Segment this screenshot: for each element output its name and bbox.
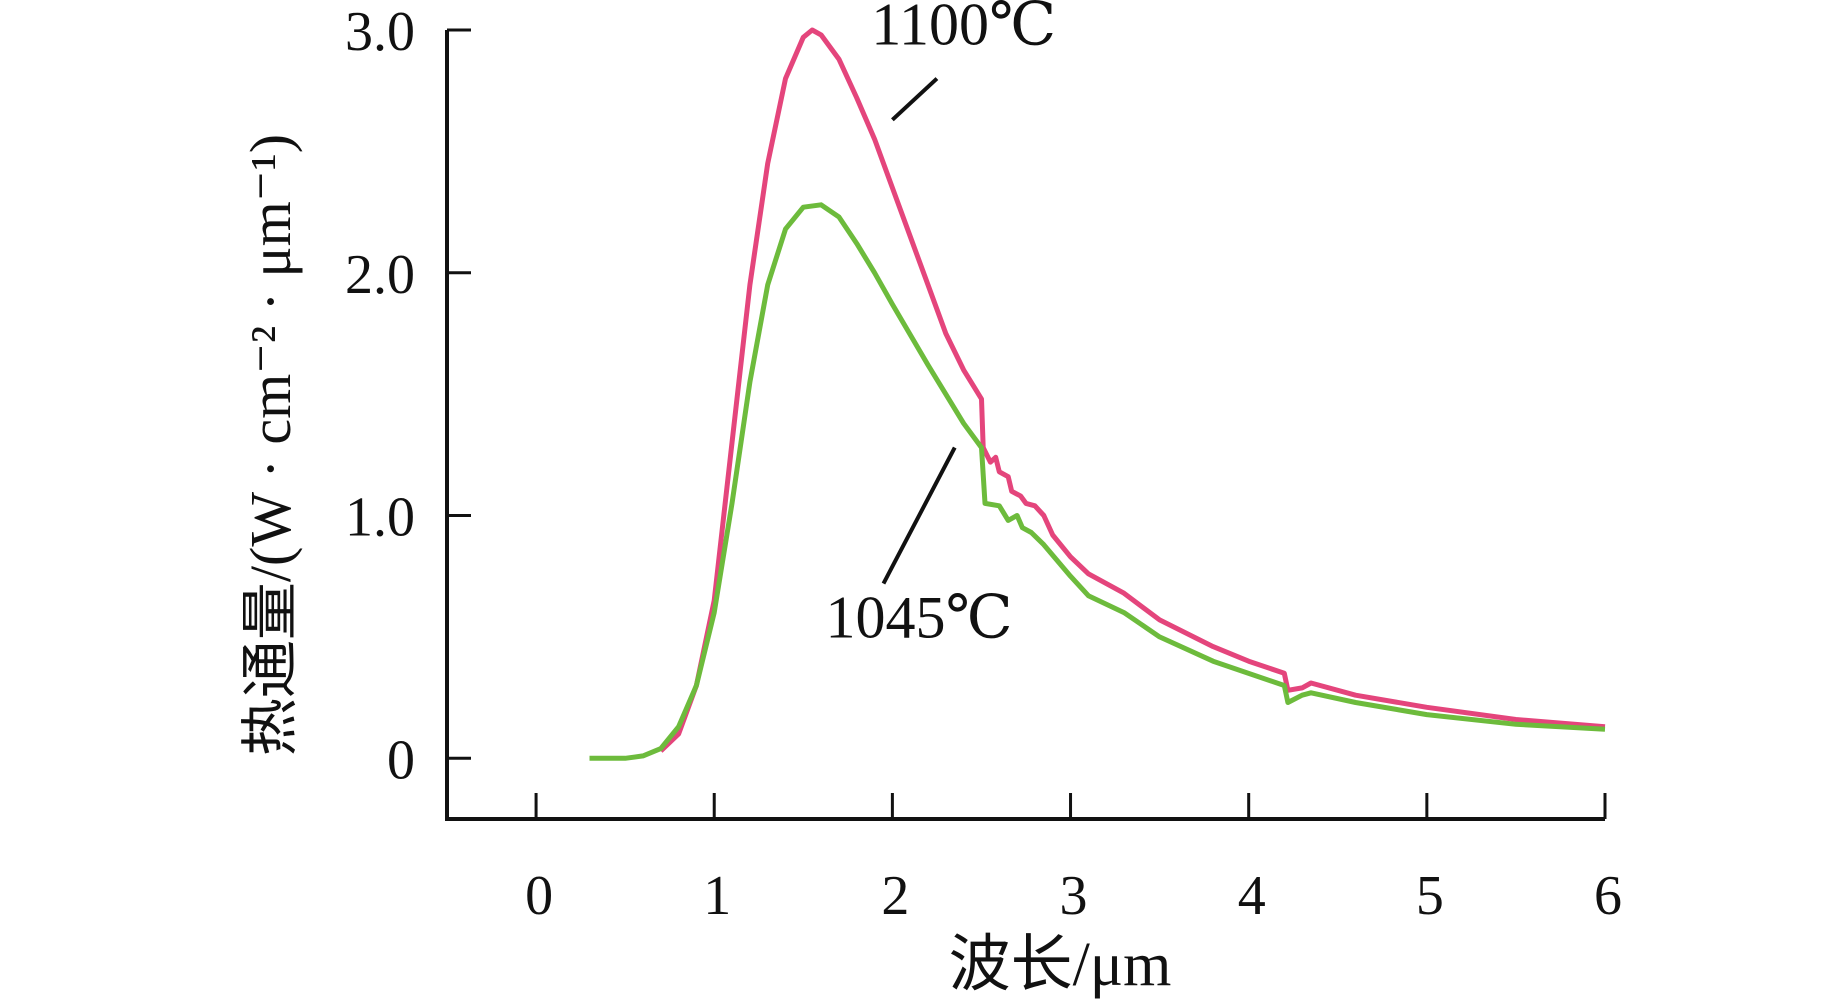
x-tick-label: 2	[881, 865, 909, 927]
series-line-1100	[659, 27, 1606, 753]
y-tick-label: 3.0	[345, 1, 415, 63]
annotation-1100: 1100℃	[871, 0, 1056, 57]
x-axis-label: 波长/μm	[949, 931, 1172, 999]
annotation-1045: 1045℃	[826, 585, 1013, 651]
leader-line-1100	[891, 77, 939, 122]
x-tick-label: 6	[1594, 865, 1622, 927]
x-tick-label: 1	[703, 865, 731, 927]
leader-line-1045	[881, 446, 957, 585]
y-axis-label: 热通量/(W · cm⁻² · μm⁻¹)	[238, 134, 303, 756]
y-tick-label: 1.0	[345, 487, 415, 549]
series-line-1045	[589, 202, 1606, 761]
x-tick-label: 0	[525, 865, 553, 927]
x-tick-label: 5	[1416, 865, 1444, 927]
annotations: 1100℃ 1045℃	[826, 0, 1057, 651]
axes: 0 1 2 3 4 5 6 0 1.0 2.0 3.0	[345, 1, 1622, 927]
x-tick-label: 4	[1238, 865, 1266, 927]
x-tick-label: 3	[1060, 865, 1088, 927]
y-tick-label: 0	[387, 729, 415, 791]
y-tick-label: 2.0	[345, 244, 415, 306]
series-group	[589, 27, 1606, 761]
